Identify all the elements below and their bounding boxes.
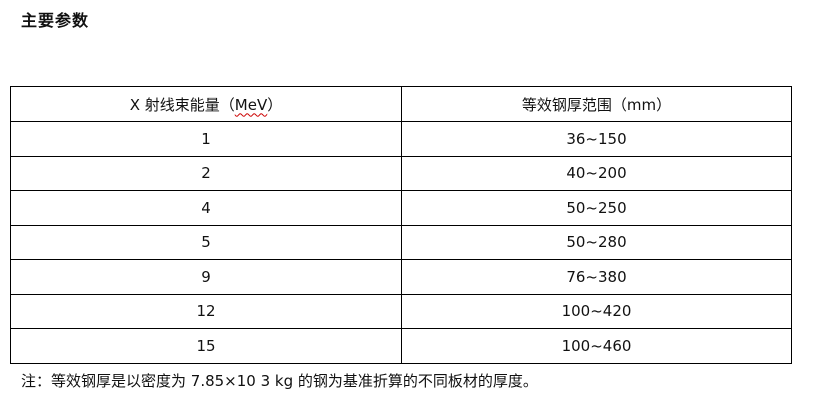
cell-energy: 15: [10, 328, 402, 364]
cell-energy: 1: [10, 121, 402, 157]
cell-range: 50~280: [401, 224, 792, 260]
cell-range: 100~420: [401, 293, 792, 329]
table-row: 15 100~460: [10, 328, 792, 364]
header-energy-unit: MeV: [234, 95, 268, 114]
cell-range: 50~250: [401, 190, 792, 226]
cell-energy: 4: [10, 190, 402, 226]
table-row: 5 50~280: [10, 224, 792, 260]
cell-energy: 5: [10, 224, 402, 260]
table-row: 1 36~150: [10, 121, 792, 157]
cell-range: 76~380: [401, 259, 792, 295]
table-header-row: X 射线束能量（MeV） 等效钢厚范围（mm）: [10, 86, 792, 122]
parameters-table: X 射线束能量（MeV） 等效钢厚范围（mm） 1 36~150 2 40~200 4 5…: [10, 86, 792, 364]
section-title: 主要参数: [21, 11, 90, 30]
header-steel-range: 等效钢厚范围（mm）: [401, 86, 792, 122]
footnote: 注：等效钢厚是以密度为 7.85×10 3 kg 的钢为基准折算的不同板材的厚度…: [21, 372, 538, 390]
table-row: 9 76~380: [10, 259, 792, 295]
header-energy-paren: ）: [267, 95, 283, 114]
cell-energy: 12: [10, 293, 402, 329]
table-row: 2 40~200: [10, 155, 792, 191]
header-energy-label: X 射线束能量（: [129, 95, 235, 114]
table-row: 12 100~420: [10, 293, 792, 329]
cell-energy: 9: [10, 259, 402, 295]
table-row: 4 50~250: [10, 190, 792, 226]
cell-range: 40~200: [401, 155, 792, 191]
cell-energy: 2: [10, 155, 402, 191]
cell-range: 100~460: [401, 328, 792, 364]
cell-range: 36~150: [401, 121, 792, 157]
header-energy: X 射线束能量（MeV）: [10, 86, 402, 122]
